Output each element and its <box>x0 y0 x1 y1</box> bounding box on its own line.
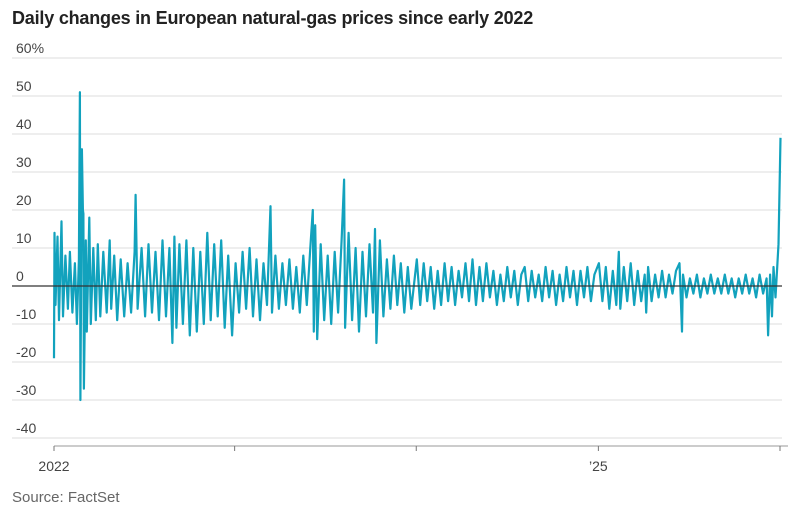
y-tick-label-10: 60% <box>16 40 44 56</box>
chart-title: Daily changes in European natural-gas pr… <box>12 8 534 28</box>
y-tick-label-2: -20 <box>16 344 36 360</box>
y-tick-label-8: 40 <box>16 116 32 132</box>
grid-lines <box>12 57 782 439</box>
y-tick-label-6: 20 <box>16 192 32 208</box>
x-tick-label-1: ’25 <box>589 458 608 474</box>
series-layer <box>52 91 782 402</box>
y-tick-label-5: 10 <box>16 230 32 246</box>
x-axis: 2022 ’25 <box>38 445 788 474</box>
y-tick-label-1: -30 <box>16 382 36 398</box>
source-note: Source: FactSet <box>12 489 120 506</box>
y-tick-label-0: -40 <box>16 420 36 436</box>
y-tick-label-9: 50 <box>16 78 32 94</box>
x-tick-label-0: 2022 <box>38 458 69 474</box>
y-tick-label-7: 30 <box>16 154 32 170</box>
series-line <box>52 91 782 402</box>
y-tick-label-4: 0 <box>16 268 24 284</box>
y-axis-labels: -40 -30 -20 -10 0 10 20 30 40 50 60% <box>16 40 44 436</box>
y-tick-label-3: -10 <box>16 306 36 322</box>
